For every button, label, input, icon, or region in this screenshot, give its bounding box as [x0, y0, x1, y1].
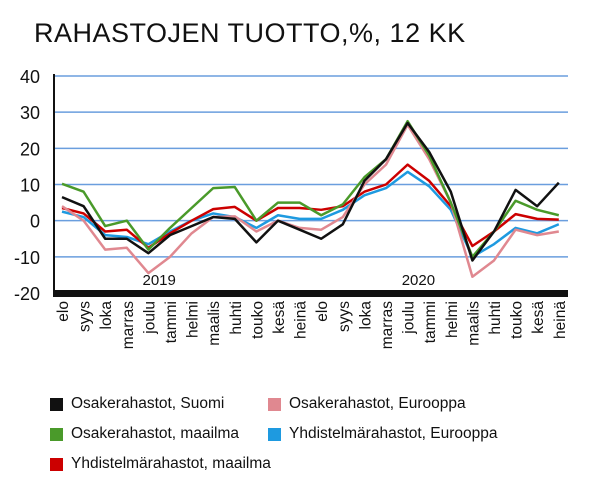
- legend-item: Yhdistelmärahastot, maailma: [50, 455, 271, 473]
- x-axis: [53, 290, 568, 297]
- legend-item: Yhdistelmärahastot, Eurooppa: [268, 425, 498, 443]
- x-tick-label: syys: [336, 301, 353, 332]
- y-tick-label: 20: [20, 139, 40, 159]
- x-tick-label: loka: [98, 301, 115, 330]
- x-tick-label: helmi: [444, 301, 461, 338]
- x-tick-label: maalis: [465, 301, 482, 346]
- x-tick-label: joulu: [401, 301, 418, 335]
- x-tick-label: joulu: [141, 301, 158, 335]
- legend-label: Osakerahastot, Suomi: [71, 395, 225, 412]
- x-tick-label: huhti: [228, 301, 245, 335]
- series-line-2: [61, 123, 560, 278]
- legend-item: Osakerahastot, maailma: [50, 425, 239, 443]
- x-tick-label: kesä: [271, 301, 288, 334]
- x-tick-label: touko: [249, 301, 266, 339]
- x-tick-label: marras: [120, 301, 137, 349]
- x-tick-label: tammi: [422, 301, 439, 343]
- legend-swatch: [268, 427, 281, 441]
- y-tick-label: 40: [20, 67, 40, 87]
- series-line-3: [61, 119, 560, 259]
- x-tick-label: marras: [379, 301, 396, 349]
- year-label: 2019: [143, 272, 176, 289]
- x-tick-label: heinä: [293, 301, 310, 339]
- series-line-1: [61, 121, 560, 262]
- y-tick-label: 0: [30, 212, 40, 232]
- legend-swatch: [50, 427, 63, 441]
- legend-item: Osakerahastot, Eurooppa: [268, 395, 466, 413]
- x-tick-label: kesä: [530, 301, 547, 334]
- x-tick-label: elo: [314, 301, 331, 322]
- x-tick-label: syys: [77, 301, 94, 332]
- legend-swatch: [50, 457, 63, 471]
- chart-title: RAHASTOJEN TUOTTO,%, 12 KK: [34, 18, 466, 48]
- legend-label: Osakerahastot, Eurooppa: [289, 395, 466, 412]
- x-tick-label: tammi: [163, 301, 180, 343]
- x-tick-label: huhti: [487, 301, 504, 335]
- x-tick-label: touko: [509, 301, 526, 339]
- legend-item: Osakerahastot, Suomi: [50, 395, 224, 413]
- x-tick-label: elo: [55, 301, 72, 322]
- y-tick-label: 10: [20, 176, 40, 196]
- x-tick-label: maalis: [206, 301, 223, 346]
- legend-label: Osakerahastot, maailma: [71, 425, 239, 442]
- year-label: 2020: [402, 272, 435, 289]
- legend-label: Yhdistelmärahastot, Eurooppa: [289, 425, 498, 442]
- legend-swatch: [268, 397, 281, 411]
- legend-swatch: [50, 397, 63, 411]
- y-tick-label: -10: [14, 248, 40, 268]
- x-tick-label: helmi: [185, 301, 202, 338]
- legend-label: Yhdistelmärahastot, maailma: [71, 455, 271, 472]
- x-tick-label: heinä: [552, 301, 569, 339]
- x-tick-label: loka: [357, 301, 374, 330]
- y-tick-label: -20: [14, 284, 40, 304]
- y-tick-label: 30: [20, 103, 40, 123]
